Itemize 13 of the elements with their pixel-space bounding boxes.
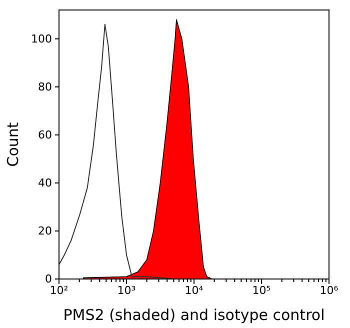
y-tick-label: 100 xyxy=(31,32,52,46)
y-tick-label: 40 xyxy=(38,176,52,190)
y-tick-label: 0 xyxy=(45,272,52,286)
y-tick-label: 20 xyxy=(38,224,52,238)
x-tick-label: 10⁶ xyxy=(320,284,339,297)
y-tick-label: 60 xyxy=(38,128,52,142)
y-tick-label: 80 xyxy=(38,80,52,94)
y-axis-title: Count xyxy=(4,122,22,167)
x-tick-label: 10³ xyxy=(117,284,136,297)
x-tick-label: 10⁵ xyxy=(252,284,271,297)
x-tick-label: 10² xyxy=(50,284,68,297)
x-axis-title: PMS2 (shaded) and isotype control xyxy=(63,306,325,324)
x-tick-label: 10⁴ xyxy=(184,284,204,297)
